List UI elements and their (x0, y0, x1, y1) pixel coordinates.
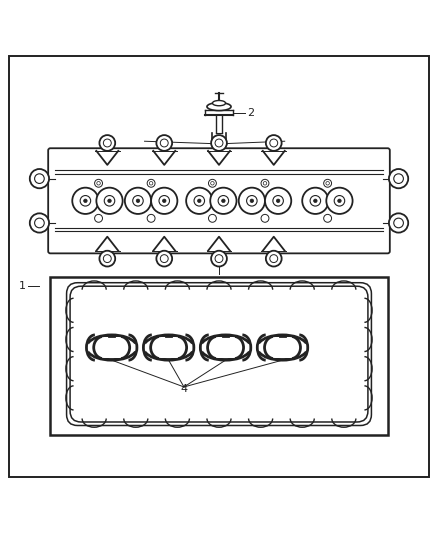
Circle shape (222, 199, 225, 203)
Circle shape (96, 188, 123, 214)
Circle shape (265, 188, 291, 214)
Circle shape (394, 218, 403, 228)
Circle shape (103, 255, 111, 263)
Circle shape (211, 251, 227, 266)
Bar (102, 337, 121, 358)
Circle shape (324, 214, 332, 222)
Circle shape (215, 255, 223, 263)
Circle shape (261, 214, 269, 222)
Circle shape (247, 196, 257, 206)
Circle shape (97, 182, 100, 185)
Circle shape (389, 169, 408, 188)
Circle shape (218, 196, 229, 206)
Circle shape (125, 188, 151, 214)
Circle shape (208, 214, 216, 222)
Circle shape (156, 135, 172, 151)
Circle shape (276, 199, 280, 203)
Circle shape (80, 196, 91, 206)
Circle shape (273, 196, 283, 206)
Circle shape (324, 179, 332, 187)
Circle shape (136, 199, 140, 203)
Ellipse shape (207, 103, 231, 110)
Circle shape (147, 179, 155, 187)
Circle shape (160, 139, 168, 147)
Bar (50, 278, 388, 435)
Circle shape (310, 196, 321, 206)
Ellipse shape (223, 336, 244, 359)
Circle shape (133, 196, 143, 206)
Circle shape (314, 199, 317, 203)
Circle shape (215, 139, 223, 147)
Ellipse shape (212, 101, 226, 106)
Circle shape (108, 199, 111, 203)
Circle shape (338, 199, 341, 203)
Circle shape (198, 199, 201, 203)
Circle shape (266, 251, 282, 266)
Ellipse shape (110, 336, 130, 359)
Circle shape (30, 169, 49, 188)
Bar (159, 337, 178, 358)
Ellipse shape (280, 336, 300, 359)
Circle shape (99, 251, 115, 266)
Circle shape (95, 179, 102, 187)
Circle shape (159, 196, 170, 206)
Circle shape (104, 196, 115, 206)
Text: 2: 2 (247, 108, 254, 118)
Circle shape (210, 188, 237, 214)
Circle shape (35, 218, 44, 228)
Circle shape (263, 182, 267, 185)
Circle shape (334, 196, 345, 206)
Circle shape (326, 188, 353, 214)
Circle shape (151, 188, 177, 214)
Circle shape (162, 199, 166, 203)
Circle shape (156, 251, 172, 266)
Circle shape (84, 199, 87, 203)
Ellipse shape (265, 336, 285, 359)
Circle shape (302, 188, 328, 214)
Circle shape (72, 188, 99, 214)
Circle shape (261, 179, 269, 187)
Circle shape (211, 135, 227, 151)
Circle shape (103, 139, 111, 147)
Bar (216, 337, 235, 358)
Circle shape (394, 174, 403, 183)
Ellipse shape (94, 336, 114, 359)
Circle shape (326, 182, 329, 185)
Text: 1: 1 (18, 281, 25, 291)
Circle shape (149, 182, 153, 185)
Circle shape (211, 182, 214, 185)
Ellipse shape (166, 336, 187, 359)
Text: 3: 3 (215, 251, 223, 261)
Circle shape (270, 255, 278, 263)
Circle shape (147, 214, 155, 222)
Text: 4: 4 (180, 384, 187, 394)
FancyBboxPatch shape (48, 148, 390, 253)
Circle shape (389, 213, 408, 232)
Circle shape (250, 199, 254, 203)
Circle shape (270, 139, 278, 147)
Circle shape (95, 214, 102, 222)
Circle shape (194, 196, 205, 206)
Circle shape (239, 188, 265, 214)
Circle shape (30, 213, 49, 232)
Circle shape (266, 135, 282, 151)
Circle shape (160, 255, 168, 263)
Circle shape (99, 135, 115, 151)
Ellipse shape (208, 336, 228, 359)
Circle shape (186, 188, 212, 214)
Circle shape (208, 179, 216, 187)
Bar (273, 337, 292, 358)
Ellipse shape (151, 336, 171, 359)
Circle shape (35, 174, 44, 183)
